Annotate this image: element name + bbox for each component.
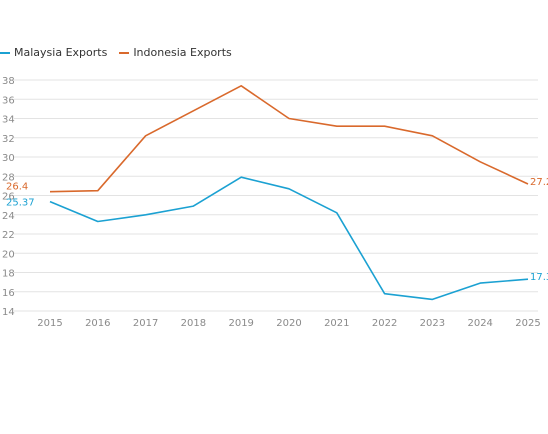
x-tick-label: 2016 bbox=[85, 318, 110, 329]
grid-layer bbox=[14, 79, 538, 312]
data-label-end-1: 27.2 bbox=[530, 177, 548, 188]
x-tick-label: 2023 bbox=[420, 318, 445, 329]
y-tick-label: 36 bbox=[2, 95, 15, 106]
legend-item-malaysia: Malaysia Exports bbox=[0, 46, 107, 59]
y-tick-label: 16 bbox=[2, 288, 15, 299]
x-axis-ticks: 2015 2016 2017 2018 2019 2020 2021 2022 2023 2024… bbox=[37, 318, 540, 329]
y-tick-label: 14 bbox=[2, 307, 15, 318]
series-line-1 bbox=[49, 85, 529, 193]
legend-item-indonesia: Indonesia Exports bbox=[119, 46, 232, 59]
data-label-start-0: 25.37 bbox=[6, 198, 35, 209]
x-tick-label: 2021 bbox=[324, 318, 349, 329]
data-labels: 25.37 17.3 26.4 27.2 bbox=[6, 177, 548, 283]
y-tick-label: 18 bbox=[2, 269, 15, 280]
y-tick-label: 28 bbox=[2, 172, 15, 183]
y-tick-label: 20 bbox=[2, 249, 15, 260]
series-layer bbox=[49, 85, 529, 301]
y-tick-label: 22 bbox=[2, 230, 15, 241]
legend-label-malaysia: Malaysia Exports bbox=[14, 46, 108, 59]
data-label-end-0: 17.3 bbox=[530, 272, 548, 283]
y-tick-label: 38 bbox=[2, 76, 15, 87]
legend-swatch-malaysia bbox=[0, 51, 10, 54]
x-tick-label: 2022 bbox=[372, 318, 397, 329]
y-tick-label: 30 bbox=[2, 153, 15, 164]
x-tick-label: 2018 bbox=[181, 318, 206, 329]
x-tick-label: 2024 bbox=[467, 318, 492, 329]
y-tick-label: 32 bbox=[2, 134, 15, 145]
x-tick-label: 2025 bbox=[515, 318, 540, 329]
y-tick-label: 24 bbox=[2, 211, 15, 222]
x-tick-label: 2017 bbox=[133, 318, 158, 329]
y-tick-label: 26 bbox=[2, 192, 15, 203]
legend-label-indonesia: Indonesia Exports bbox=[133, 46, 232, 59]
y-axis-ticks: 14 16 18 20 22 24 26 28 30 32 34 36 38 bbox=[2, 76, 15, 318]
x-tick-label: 2019 bbox=[228, 318, 253, 329]
legend-swatch-indonesia bbox=[119, 51, 130, 54]
legend: Malaysia Exports Indonesia Exports bbox=[0, 46, 244, 59]
data-label-start-1: 26.4 bbox=[6, 182, 28, 193]
x-tick-label: 2020 bbox=[276, 318, 301, 329]
x-tick-label: 2015 bbox=[37, 318, 62, 329]
y-tick-label: 34 bbox=[2, 115, 15, 126]
series-line-0 bbox=[49, 176, 529, 301]
